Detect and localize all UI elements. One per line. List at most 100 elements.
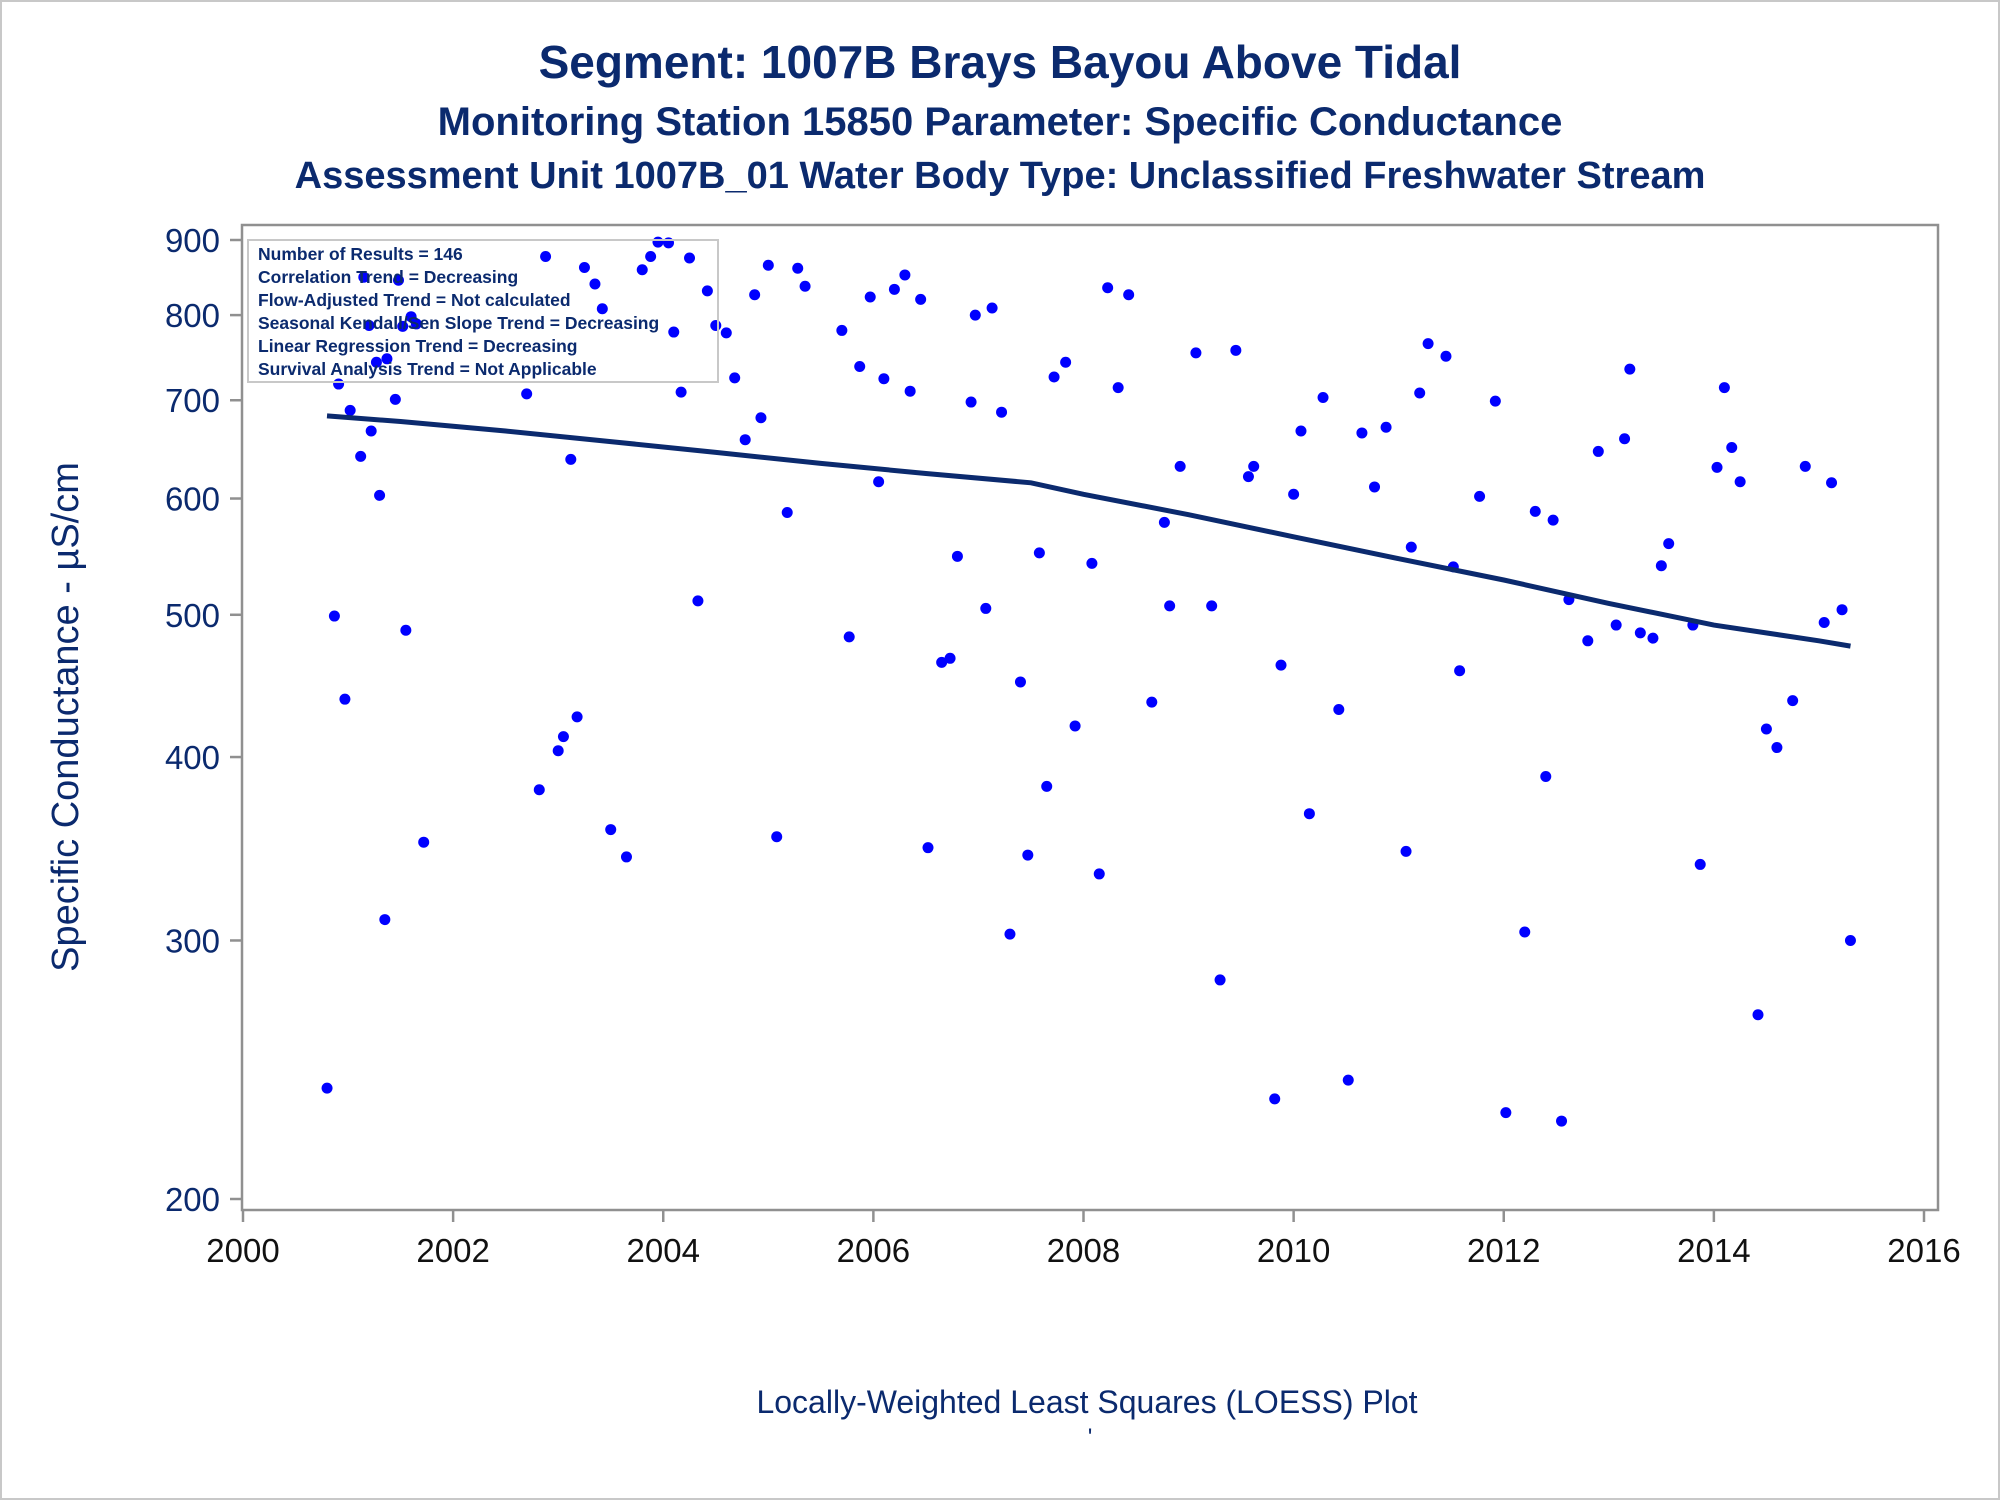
data-point	[381, 353, 393, 365]
data-point	[605, 824, 617, 836]
data-point	[1405, 541, 1417, 553]
data-point	[521, 388, 533, 400]
data-point	[1694, 858, 1706, 870]
data-point	[363, 320, 375, 332]
data-point	[1844, 934, 1856, 946]
data-point	[944, 652, 956, 664]
data-point	[1624, 363, 1636, 375]
data-point	[663, 237, 675, 249]
data-point	[1752, 1009, 1764, 1021]
data-point	[1519, 926, 1531, 938]
y-tick-label: 700	[165, 382, 220, 419]
data-point	[1275, 659, 1287, 671]
data-point	[355, 450, 367, 462]
data-point	[1004, 928, 1016, 940]
data-point	[392, 274, 404, 286]
data-point	[358, 271, 370, 283]
data-point	[1123, 289, 1135, 301]
data-point	[1647, 632, 1659, 644]
data-point	[692, 595, 704, 607]
data-point	[1041, 780, 1053, 792]
data-point	[781, 506, 793, 518]
data-point	[389, 393, 401, 405]
data-point	[1610, 619, 1622, 631]
data-point	[400, 624, 412, 636]
x-axis-label: Locally-Weighted Least Squares (LOESS) P…	[756, 1384, 1417, 1420]
data-point	[1303, 808, 1315, 820]
y-tick-label: 500	[165, 597, 220, 634]
chart-title: Segment: 1007B Brays Bayou Above Tidal	[538, 36, 1462, 88]
data-point	[1422, 338, 1434, 350]
data-point	[888, 283, 900, 295]
data-point	[1529, 505, 1541, 517]
data-point	[533, 784, 545, 796]
data-point	[986, 302, 998, 314]
x-tick-label: 2000	[206, 1232, 279, 1269]
data-point	[1718, 382, 1730, 394]
data-point	[1771, 742, 1783, 754]
data-point	[668, 326, 680, 338]
data-point	[1060, 356, 1072, 368]
data-point	[864, 291, 876, 303]
data-point	[1836, 604, 1848, 616]
data-point	[854, 361, 866, 373]
stats-line: Number of Results = 146	[258, 244, 463, 264]
data-point	[904, 385, 916, 397]
y-tick-label: 300	[165, 922, 220, 959]
x-axis: 2000 2002 2004 2006 2008 2010 2012 2014 2016	[206, 1210, 1961, 1269]
data-point	[333, 378, 345, 390]
data-point	[965, 396, 977, 408]
data-point	[1540, 770, 1552, 782]
data-point	[552, 745, 564, 757]
data-point	[1619, 433, 1631, 445]
data-point	[620, 851, 632, 863]
data-point	[969, 309, 981, 321]
data-point	[1440, 350, 1452, 362]
y-tick-label: 800	[165, 297, 220, 334]
data-point	[1414, 387, 1426, 399]
data-point	[397, 320, 409, 332]
data-point	[922, 842, 934, 854]
data-point	[418, 836, 430, 848]
x-tick-label: 2016	[1887, 1232, 1960, 1269]
data-point	[1093, 868, 1105, 880]
data-point	[771, 831, 783, 843]
data-point	[1726, 441, 1738, 453]
data-point	[1248, 460, 1260, 472]
data-point	[792, 262, 804, 274]
data-point	[951, 550, 963, 562]
data-point	[1547, 514, 1559, 526]
data-point	[1033, 547, 1045, 559]
data-point	[1112, 382, 1124, 394]
data-point	[1369, 481, 1381, 493]
data-point	[843, 631, 855, 643]
stats-line: Survival Analysis Trend = Not Applicable	[258, 359, 597, 379]
data-point	[729, 372, 741, 384]
data-point	[1634, 627, 1646, 639]
data-point	[339, 693, 351, 705]
stats-line: Seasonal Kendall/Sen Slope Trend = Decre…	[258, 313, 659, 333]
scatter-series	[321, 236, 1856, 1127]
data-point	[1230, 344, 1242, 356]
stats-box: Number of Results = 146 Correlation Trend…	[247, 239, 719, 383]
data-point	[652, 236, 664, 248]
data-point	[1242, 471, 1254, 483]
data-point	[1069, 720, 1081, 732]
data-point	[1022, 849, 1034, 861]
data-point	[410, 318, 422, 330]
loess-line	[326, 413, 1851, 649]
data-point	[1826, 477, 1838, 489]
data-point	[836, 324, 848, 336]
data-point	[1655, 560, 1667, 572]
data-point	[596, 303, 608, 315]
data-point	[710, 320, 722, 332]
data-point	[980, 602, 992, 614]
x-tick-label: 2006	[837, 1232, 910, 1269]
y-tick-label: 200	[165, 1181, 220, 1218]
data-point	[1146, 696, 1158, 708]
data-point	[1380, 421, 1392, 433]
data-point	[1174, 460, 1186, 472]
y-tick-label: 600	[165, 481, 220, 518]
